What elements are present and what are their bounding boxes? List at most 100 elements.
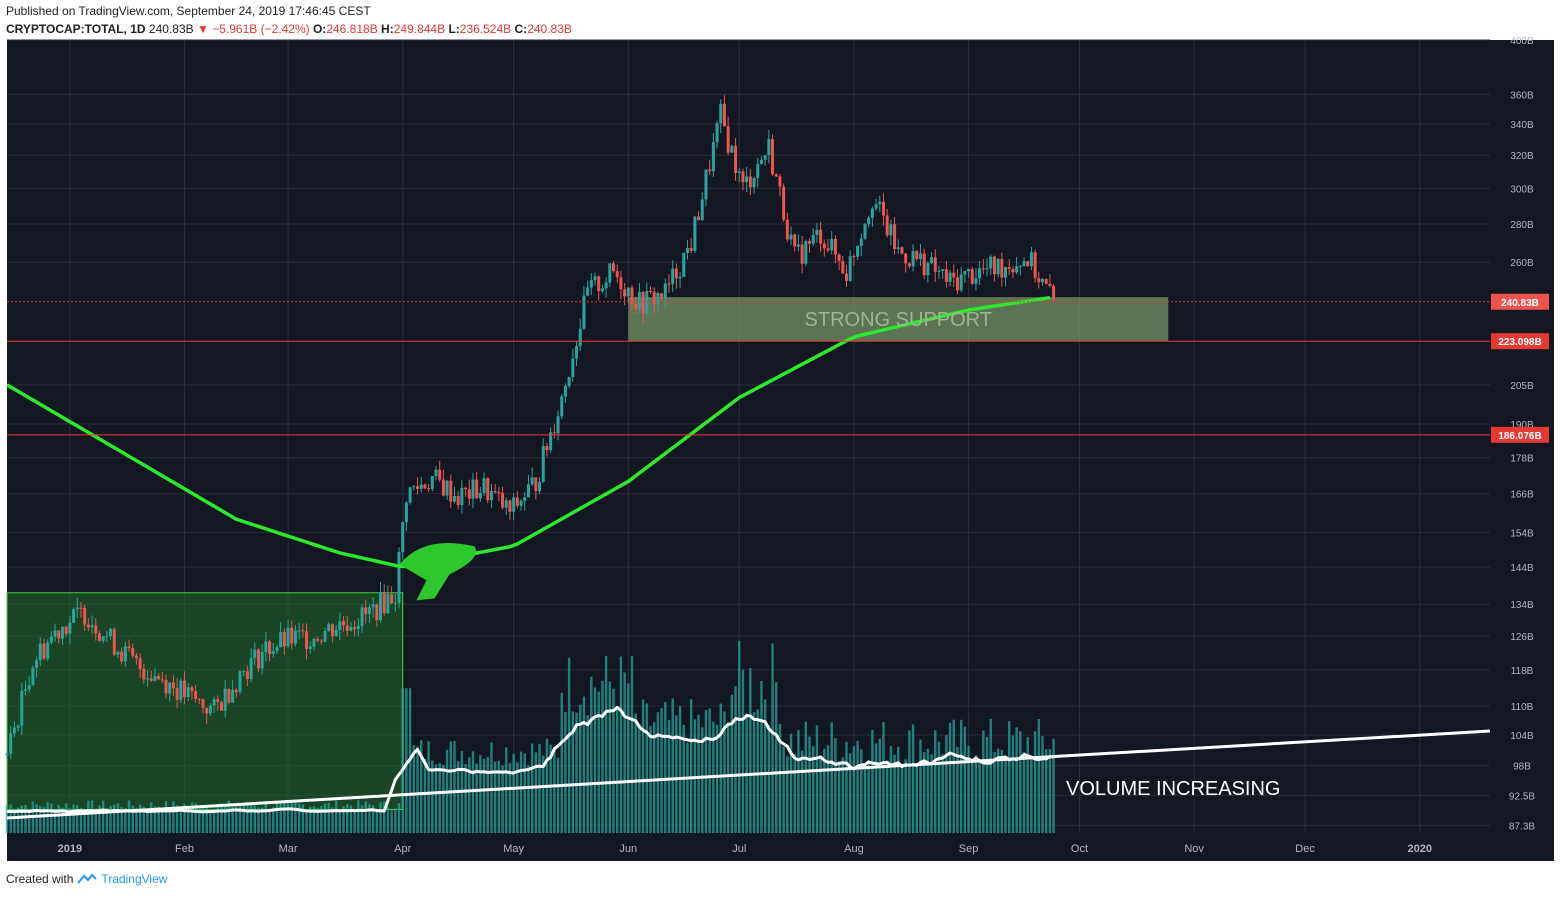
volume-bar bbox=[346, 804, 349, 833]
candle-body bbox=[597, 276, 601, 292]
candle-body bbox=[782, 186, 786, 220]
volume-bar bbox=[205, 805, 208, 833]
price-tick-label: 320B bbox=[1510, 151, 1534, 162]
candle-body bbox=[874, 204, 878, 209]
candle-body bbox=[578, 328, 582, 347]
volume-bar bbox=[290, 801, 293, 833]
candle-body bbox=[345, 625, 349, 631]
candle-body bbox=[286, 627, 290, 647]
volume-bar bbox=[593, 687, 597, 833]
volume-bar bbox=[837, 761, 841, 833]
candle-body bbox=[120, 651, 124, 662]
volume-bar bbox=[908, 730, 911, 833]
volume-bar bbox=[386, 807, 390, 833]
volume-bar bbox=[689, 699, 693, 833]
candle-body bbox=[933, 257, 937, 272]
candle-body bbox=[367, 607, 371, 614]
candle-body bbox=[623, 289, 627, 297]
volume-bar bbox=[79, 808, 83, 833]
volume-bar bbox=[64, 803, 68, 833]
candle-body bbox=[711, 142, 715, 172]
candle-body bbox=[449, 480, 453, 502]
volume-bar bbox=[915, 764, 918, 833]
candle-body bbox=[397, 552, 401, 603]
candle-body bbox=[745, 176, 749, 183]
candle-body bbox=[530, 477, 534, 485]
time-tick-label: Mar bbox=[279, 843, 298, 855]
candle-body bbox=[42, 643, 46, 659]
candle-body bbox=[504, 500, 508, 508]
price-axis[interactable]: 400B 360B 340B 320B 300B 280B 260B 240.83B 223.0… bbox=[1491, 36, 1549, 832]
candle-body bbox=[985, 268, 989, 270]
accumulation-zone bbox=[6, 592, 404, 811]
time-tick-label: Oct bbox=[1071, 843, 1088, 855]
volume-bar bbox=[893, 754, 896, 833]
candle-body bbox=[35, 660, 39, 668]
last-price: 240.83B bbox=[148, 22, 194, 36]
volume-bar bbox=[597, 691, 600, 833]
volume-bar bbox=[553, 746, 556, 833]
candle-body bbox=[656, 293, 660, 305]
volume-bar bbox=[397, 803, 401, 833]
volume-bar bbox=[623, 672, 626, 833]
candle-body bbox=[859, 238, 863, 246]
price-tick-label: 400B bbox=[1510, 36, 1534, 47]
candle-body bbox=[878, 201, 882, 205]
candle-body bbox=[796, 244, 800, 247]
time-axis[interactable]: 2019 Feb Mar Apr May Jun Jul Aug Sep Oct Nov Dec 202… bbox=[58, 843, 1432, 855]
candle-body bbox=[589, 280, 593, 288]
volume-bar bbox=[771, 643, 774, 833]
volume-bar bbox=[87, 800, 90, 833]
volume-bar bbox=[497, 760, 501, 833]
volume-bar bbox=[542, 755, 545, 833]
candle-body bbox=[978, 268, 982, 279]
candle-body bbox=[667, 283, 671, 285]
price-tick-label: 104B bbox=[1510, 731, 1534, 742]
candle-body bbox=[552, 432, 556, 434]
candle-body bbox=[837, 254, 841, 262]
volume-bar bbox=[686, 742, 689, 833]
price-label-tag bbox=[1491, 293, 1549, 310]
candle-body bbox=[981, 268, 985, 270]
candle-body bbox=[408, 487, 412, 503]
candle-body bbox=[926, 263, 930, 276]
candle-body bbox=[168, 682, 172, 694]
candle-body bbox=[996, 258, 1000, 275]
volume-bar bbox=[608, 681, 612, 833]
candle-body bbox=[390, 594, 394, 604]
price-label-tag bbox=[1491, 333, 1549, 350]
candle-body bbox=[722, 103, 726, 127]
volume-bar bbox=[187, 805, 190, 833]
price-tick-label: 260B bbox=[1510, 258, 1534, 269]
volume-bar bbox=[260, 807, 264, 833]
candle-body bbox=[134, 655, 138, 659]
volume-bar bbox=[508, 762, 512, 833]
volume-bar bbox=[830, 722, 833, 833]
volume-bar bbox=[963, 726, 967, 833]
volume-bar bbox=[227, 800, 231, 833]
candle-body bbox=[852, 256, 856, 258]
volume-bar bbox=[815, 725, 819, 833]
volume-bar bbox=[889, 745, 893, 833]
volume-bar bbox=[357, 800, 360, 833]
candle-body bbox=[719, 103, 723, 124]
symbol-name: CRYPTOCAP:TOTAL, 1D bbox=[6, 22, 146, 36]
candle-body bbox=[1004, 267, 1008, 278]
volume-bar bbox=[190, 802, 194, 833]
volume-bar bbox=[1033, 731, 1037, 833]
candle-body bbox=[637, 291, 641, 310]
candle-body bbox=[822, 243, 826, 249]
volume-bar bbox=[1045, 749, 1048, 833]
candle-body bbox=[1015, 266, 1019, 273]
candle-body bbox=[46, 642, 50, 659]
volume-bar bbox=[786, 756, 789, 833]
tradingview-brand[interactable]: TradingView bbox=[101, 872, 168, 886]
time-tick-label: Nov bbox=[1184, 843, 1204, 855]
candle-body bbox=[922, 253, 926, 276]
candle-body bbox=[427, 488, 431, 490]
volume-bar bbox=[438, 763, 441, 833]
candle-body bbox=[338, 621, 342, 631]
candle-body bbox=[697, 216, 701, 221]
candle-body bbox=[334, 630, 338, 637]
